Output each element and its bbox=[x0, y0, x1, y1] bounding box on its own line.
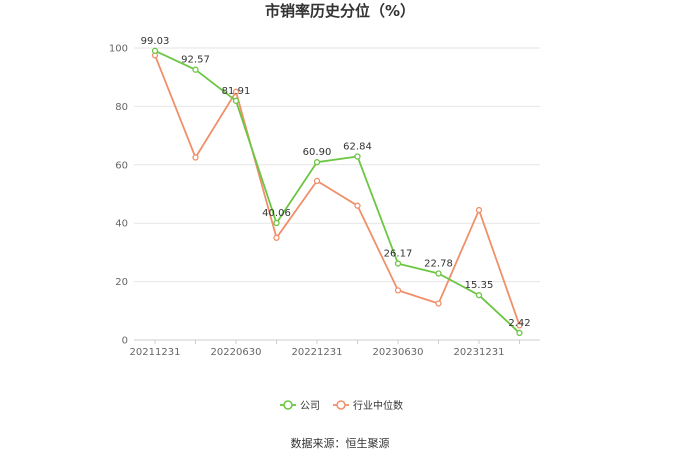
data-label: 99.03 bbox=[141, 36, 170, 47]
data-label: 81.91 bbox=[222, 86, 251, 97]
series-line bbox=[154, 54, 521, 326]
data-point[interactable] bbox=[516, 329, 523, 337]
data-point[interactable] bbox=[475, 206, 483, 214]
data-point[interactable] bbox=[435, 300, 442, 307]
x-tick-label: 20221231 bbox=[292, 347, 343, 358]
grid-lines bbox=[134, 47, 540, 283]
data-label: 22.78 bbox=[424, 258, 453, 269]
data-label: 40.06 bbox=[262, 208, 291, 219]
data-point[interactable] bbox=[394, 260, 402, 267]
data-point[interactable] bbox=[273, 234, 280, 241]
x-tick-label: 20220630 bbox=[211, 347, 262, 358]
y-tick-label: 0 bbox=[122, 336, 128, 347]
series-layer: 99.03 92.57 81.91 40.06 60.90 62.84 26.17 22.78… bbox=[141, 36, 531, 337]
legend-item-company[interactable]: 公司 bbox=[280, 400, 320, 412]
data-point[interactable] bbox=[313, 177, 321, 185]
data-point[interactable] bbox=[192, 154, 199, 161]
data-label: 60.90 bbox=[303, 147, 332, 158]
axes: 0 20 40 60 80 100 20211231 20220630 20221231 2023… bbox=[109, 44, 540, 358]
x-tick-label: 20230630 bbox=[373, 347, 424, 358]
data-point[interactable] bbox=[273, 219, 280, 227]
data-point[interactable] bbox=[354, 153, 361, 160]
data-point[interactable] bbox=[313, 159, 321, 166]
legend-marker bbox=[336, 400, 346, 410]
legend-item-industry-median[interactable]: 行业中位数 bbox=[333, 399, 403, 412]
data-label: 62.84 bbox=[343, 142, 372, 153]
series-line bbox=[154, 50, 521, 334]
y-tick-label: 40 bbox=[115, 219, 128, 230]
data-point[interactable] bbox=[151, 47, 159, 54]
chart-title: 市销率历史分位（%） bbox=[265, 2, 415, 20]
data-point[interactable] bbox=[192, 66, 199, 73]
source-note: 数据来源：恒生聚源 bbox=[291, 436, 390, 450]
y-tick-label: 20 bbox=[115, 277, 128, 288]
data-point[interactable] bbox=[394, 287, 402, 294]
data-label: 92.57 bbox=[181, 55, 210, 66]
series-company: 99.03 92.57 81.91 40.06 60.90 62.84 26.17 22.78… bbox=[141, 36, 531, 337]
legend[interactable]: 公司 行业中位数 bbox=[280, 399, 403, 412]
data-point[interactable] bbox=[516, 322, 523, 329]
legend-label: 公司 bbox=[300, 401, 320, 412]
x-tick-label: 20211231 bbox=[130, 347, 181, 358]
data-label: 26.17 bbox=[384, 249, 413, 260]
y-tick-label: 60 bbox=[115, 160, 128, 171]
series-industry-median bbox=[151, 52, 523, 329]
data-point[interactable] bbox=[475, 292, 483, 299]
data-point[interactable] bbox=[232, 88, 240, 95]
legend-label: 行业中位数 bbox=[353, 399, 403, 412]
data-point[interactable] bbox=[232, 97, 240, 104]
legend-marker bbox=[283, 400, 293, 410]
x-tick-label: 20231231 bbox=[454, 347, 505, 358]
data-point[interactable] bbox=[435, 270, 442, 277]
y-tick-label: 80 bbox=[115, 102, 128, 113]
data-point[interactable] bbox=[354, 202, 361, 209]
data-label: 2.42 bbox=[508, 318, 530, 329]
y-tick-label: 100 bbox=[109, 44, 128, 55]
data-label: 15.35 bbox=[465, 280, 494, 291]
